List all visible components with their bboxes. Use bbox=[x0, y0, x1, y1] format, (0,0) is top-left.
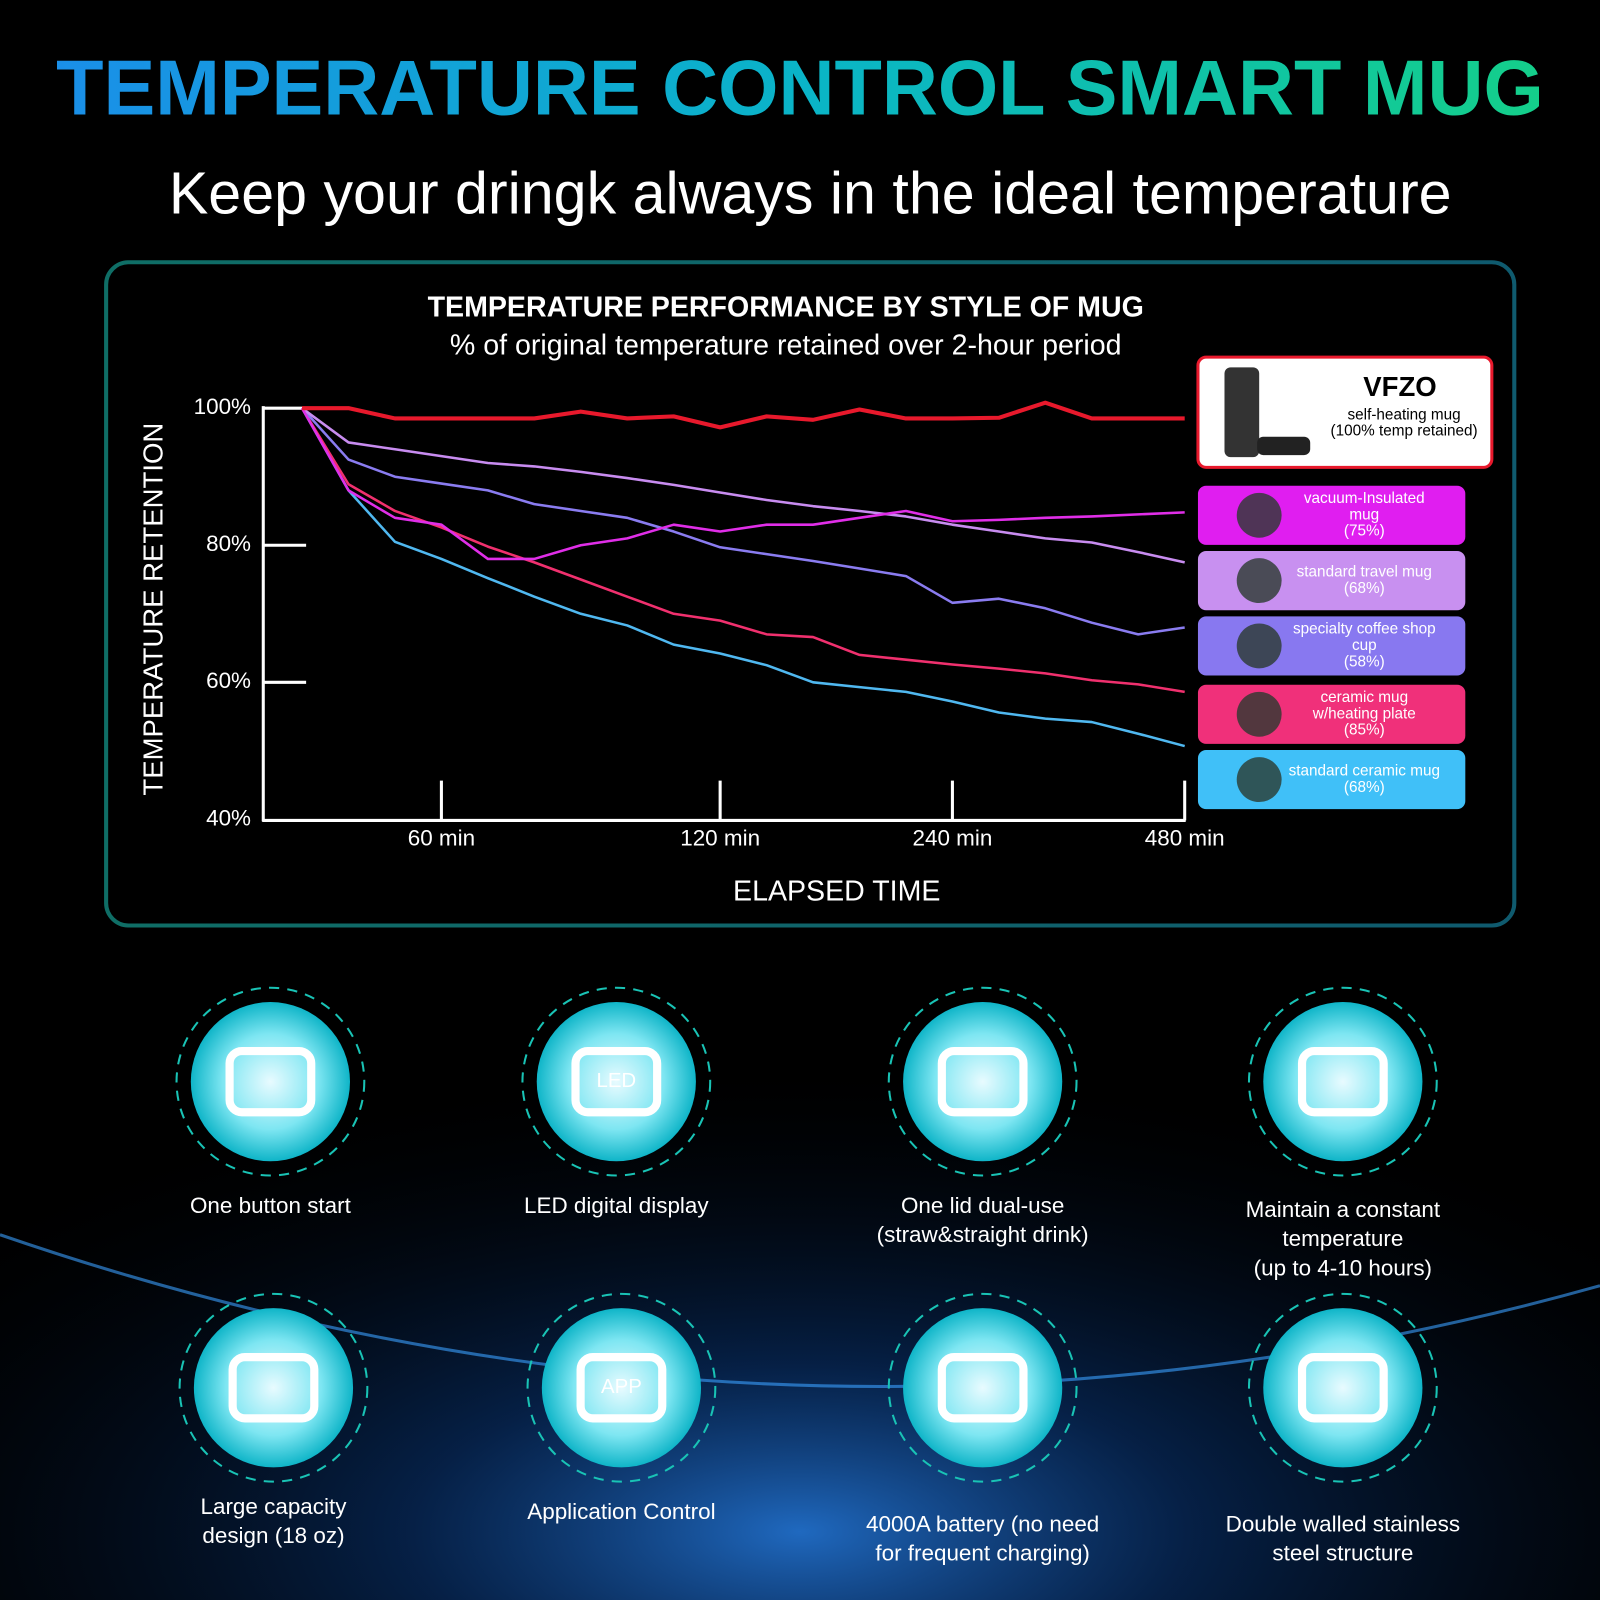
page-title: TEMPERATURE CONTROL SMART MUG bbox=[56, 45, 1544, 131]
legend-label: VFZO bbox=[1363, 371, 1436, 402]
legend-name: ceramic mug w/heating plate bbox=[1312, 688, 1416, 723]
feature-icon-bg bbox=[903, 1308, 1063, 1468]
page-subtitle: Keep your dringk always in the ideal tem… bbox=[169, 160, 1452, 227]
chart-title: TEMPERATURE PERFORMANCE BY STYLE OF MUG bbox=[428, 292, 1144, 324]
feature-label: temperature bbox=[1282, 1226, 1403, 1251]
series-line bbox=[301, 407, 1185, 564]
legend-icon bbox=[1257, 436, 1311, 456]
feature-icon bbox=[576, 1353, 667, 1423]
y-tick-label: 40% bbox=[206, 805, 251, 830]
feature-label: Application Control bbox=[527, 1499, 715, 1524]
feature-label: LED digital display bbox=[524, 1193, 709, 1218]
feature-label: for frequent charging) bbox=[875, 1541, 1090, 1566]
feature-icon bbox=[937, 1353, 1028, 1423]
x-axis-title: ELAPSED TIME bbox=[733, 875, 940, 907]
feature-label: (up to 4-10 hours) bbox=[1254, 1255, 1432, 1280]
feature-label: One lid dual-use bbox=[901, 1193, 1064, 1218]
legend-icon bbox=[1236, 492, 1282, 538]
legend-label: vacuum-Insulated mug(75%) bbox=[1288, 486, 1441, 545]
legend-icon bbox=[1236, 623, 1282, 669]
legend-label: standard travel mug(68%) bbox=[1288, 551, 1441, 610]
series-line bbox=[301, 407, 1185, 636]
y-tick-label: 100% bbox=[194, 394, 251, 419]
feature-label: Double walled stainless bbox=[1226, 1511, 1460, 1536]
legend-label: standard ceramic mug(68%) bbox=[1288, 750, 1441, 809]
legend-text: standard travel mug (68%) bbox=[1288, 551, 1441, 610]
x-tick-label: 480 min bbox=[1145, 826, 1225, 851]
feature-ring bbox=[1247, 986, 1438, 1177]
legend-name: standard ceramic mug bbox=[1288, 762, 1441, 780]
x-tick-label: 60 min bbox=[408, 826, 475, 851]
feature-ring bbox=[175, 986, 366, 1177]
feature-icon-bg bbox=[903, 1002, 1063, 1162]
feature-label: (straw&straight drink) bbox=[877, 1222, 1089, 1247]
legend-name: vacuum-Insulated mug bbox=[1303, 489, 1425, 524]
feature-label: One button start bbox=[190, 1193, 352, 1218]
legend-icon bbox=[1236, 558, 1282, 604]
feature-icon-bg bbox=[1263, 1308, 1423, 1468]
feature-ring bbox=[521, 986, 712, 1177]
feature-icon-bg bbox=[536, 1002, 696, 1162]
x-tick-label: 240 min bbox=[913, 826, 993, 851]
legend-name: standard travel mug bbox=[1296, 563, 1432, 581]
feature-icon-bg bbox=[1263, 1002, 1423, 1162]
feature-ring bbox=[887, 1292, 1078, 1483]
feature-icon bbox=[1297, 1046, 1388, 1117]
legend-detail: (100% temp retained) bbox=[1331, 423, 1478, 440]
feature-icon-text: LED bbox=[596, 1070, 636, 1092]
legend-name: specialty coffee shop cup bbox=[1292, 620, 1436, 655]
feature-icon bbox=[1297, 1353, 1388, 1423]
legend-text: standard ceramic mug (68%) bbox=[1288, 750, 1441, 809]
x-tick-label: 120 min bbox=[680, 826, 760, 851]
series-line bbox=[302, 400, 1185, 430]
legend-text: specialty coffee shop cup (58%) bbox=[1288, 616, 1441, 675]
legend-detail: (68%) bbox=[1343, 778, 1385, 796]
legend-detail: (58%) bbox=[1343, 653, 1385, 671]
feature-ring bbox=[178, 1292, 369, 1483]
legend-icon bbox=[1224, 367, 1260, 458]
legend-description: self-heating mug bbox=[1348, 406, 1461, 423]
feature-icon bbox=[225, 1046, 316, 1117]
y-tick-label: 60% bbox=[206, 668, 251, 693]
legend-label: specialty coffee shop cup(58%) bbox=[1288, 616, 1441, 675]
y-axis-title: TEMPERATURE RETENTION bbox=[137, 423, 168, 796]
feature-icon bbox=[937, 1046, 1028, 1117]
chart-panel bbox=[104, 260, 1517, 928]
legend-icon bbox=[1236, 691, 1282, 737]
chart-subtitle: % of original temperature retained over … bbox=[450, 329, 1122, 361]
feature-label: Maintain a constant bbox=[1246, 1197, 1441, 1222]
feature-icon bbox=[228, 1353, 319, 1423]
feature-ring bbox=[1247, 1292, 1438, 1483]
legend-icon bbox=[1236, 757, 1282, 803]
feature-label: 4000A battery (no need bbox=[866, 1511, 1099, 1536]
y-tick-label: 80% bbox=[206, 531, 251, 556]
feature-label: steel structure bbox=[1272, 1541, 1413, 1566]
feature-ring bbox=[526, 1292, 717, 1483]
legend-detail: (68%) bbox=[1343, 579, 1385, 597]
legend-label: ceramic mug w/heating plate(85%) bbox=[1288, 685, 1441, 744]
feature-label: Large capacity bbox=[201, 1494, 348, 1519]
feature-icon bbox=[571, 1046, 662, 1117]
feature-icon-text: APP bbox=[601, 1376, 642, 1398]
legend-detail: (85%) bbox=[1343, 721, 1385, 739]
feature-icon-bg bbox=[541, 1308, 702, 1468]
series-line bbox=[300, 407, 1185, 561]
legend-detail: (75%) bbox=[1343, 522, 1385, 540]
feature-icon-bg bbox=[193, 1308, 354, 1468]
legend-text: vacuum-Insulated mug (75%) bbox=[1288, 486, 1441, 545]
feature-ring bbox=[887, 986, 1078, 1177]
feature-icon-bg bbox=[190, 1002, 350, 1162]
feature-label: design (18 oz) bbox=[202, 1523, 344, 1548]
series-line bbox=[300, 407, 1186, 748]
legend-text: ceramic mug w/heating plate (85%) bbox=[1288, 685, 1441, 744]
